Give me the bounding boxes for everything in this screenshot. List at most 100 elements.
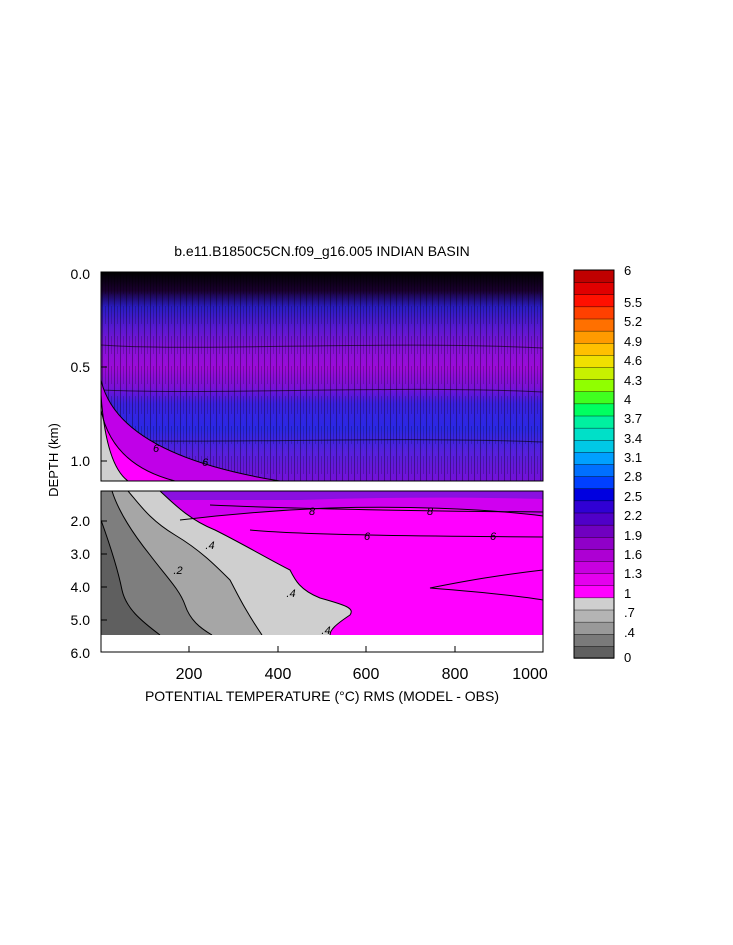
colorbar-swatch bbox=[573, 609, 615, 623]
colorbar-label: 4.6 bbox=[624, 353, 642, 368]
lower-shade-gray-dark bbox=[101, 491, 212, 635]
x-axis-label: POTENTIAL TEMPERATURE (°C) RMS (MODEL - … bbox=[145, 688, 499, 704]
x-tick-label: 800 bbox=[442, 666, 469, 683]
contour-label: .2 bbox=[173, 565, 182, 577]
colorbar-swatch bbox=[573, 427, 615, 441]
colorbar-label: 4 bbox=[624, 392, 631, 407]
colorbar-swatch bbox=[573, 512, 615, 526]
contour-label: 8 bbox=[427, 506, 434, 518]
contour-label: .4 bbox=[205, 540, 214, 552]
upper-fan-gray bbox=[101, 395, 128, 481]
upper-fan-contour bbox=[101, 394, 129, 481]
colorbar-swatch bbox=[573, 536, 615, 550]
colorbar-swatch bbox=[573, 500, 615, 514]
x-tick-label: 600 bbox=[353, 666, 380, 683]
contour-label: 6 bbox=[490, 531, 497, 543]
colorbar-label: 1.9 bbox=[624, 528, 642, 543]
colorbar-swatch bbox=[573, 378, 615, 392]
upper-panel-noise bbox=[101, 272, 543, 481]
colorbar-swatch bbox=[573, 597, 615, 611]
x-tick-label: 400 bbox=[265, 666, 292, 683]
lower-band-deep bbox=[101, 491, 543, 500]
upper-fan-magenta bbox=[101, 410, 175, 481]
colorbar-label: 6 bbox=[624, 263, 631, 278]
colorbar-swatch bbox=[573, 488, 615, 502]
colorbar-swatch bbox=[573, 451, 615, 465]
colorbar-swatch bbox=[573, 330, 615, 344]
colorbar-swatch bbox=[573, 318, 615, 332]
lower-contour bbox=[179, 506, 543, 521]
colorbar-label: 1.6 bbox=[624, 547, 642, 562]
y-axis: 0.0 0.5 1.0 2.0 3.0 4.0 5.0 6.0 bbox=[71, 266, 107, 661]
colorbar-swatch bbox=[573, 475, 615, 489]
colorbar-swatch bbox=[573, 391, 615, 405]
y-tick-label: 0.0 bbox=[71, 266, 91, 282]
contour-label: 6 bbox=[153, 443, 160, 455]
upper-fan-contour bbox=[101, 379, 281, 481]
lower-contour bbox=[159, 491, 352, 635]
upper-contour-band bbox=[101, 439, 543, 443]
lower-shade-gray-darkest bbox=[101, 520, 160, 635]
lower-contour bbox=[249, 529, 543, 538]
y-tick-label: 2.0 bbox=[71, 513, 91, 529]
y-tick-label: 3.0 bbox=[71, 546, 91, 562]
upper-fan-purple bbox=[101, 380, 280, 481]
colorbar-label: 5.2 bbox=[624, 314, 642, 329]
colorbar-swatch bbox=[573, 524, 615, 538]
colorbar-label: 1.3 bbox=[624, 566, 642, 581]
y-tick-label: 4.0 bbox=[71, 579, 91, 595]
colorbar-label: 3.1 bbox=[624, 450, 642, 465]
y-tick-label: 5.0 bbox=[71, 612, 91, 628]
colorbar-labels: 6 5.5 5.2 4.9 4.6 4.3 4 3.7 3.4 3.1 2.8 … bbox=[624, 263, 642, 665]
colorbar-swatch bbox=[573, 294, 615, 308]
colorbar-swatch bbox=[573, 621, 615, 635]
colorbar-swatch bbox=[573, 585, 615, 599]
contour-label: .4 bbox=[286, 588, 295, 600]
contour-label: 6 bbox=[202, 457, 209, 469]
upper-contour-band bbox=[101, 388, 543, 393]
colorbar-frame bbox=[573, 269, 615, 659]
colorbar-label: 1 bbox=[624, 586, 631, 601]
x-tick-label: 200 bbox=[176, 666, 203, 683]
colorbar-swatch bbox=[573, 572, 615, 586]
lower-contour bbox=[101, 519, 161, 635]
lower-contour bbox=[127, 491, 263, 635]
y-tick-label: 0.5 bbox=[71, 359, 91, 375]
chart-title: b.e11.B1850C5CN.f09_g16.005 INDIAN BASIN bbox=[174, 243, 469, 259]
colorbar-swatch bbox=[573, 269, 615, 283]
colorbar-swatch bbox=[573, 415, 615, 429]
x-axis: 200 400 600 800 1000 bbox=[176, 646, 548, 683]
y-tick-label: 1.0 bbox=[71, 453, 91, 469]
colorbar-swatch bbox=[573, 548, 615, 562]
upper-contour-band bbox=[101, 344, 543, 349]
contour-label: 8 bbox=[309, 506, 316, 518]
colorbar-swatch bbox=[573, 306, 615, 320]
y-tick-label: 6.0 bbox=[71, 645, 91, 661]
colorbar-swatch bbox=[573, 281, 615, 295]
colorbar-swatch bbox=[573, 354, 615, 368]
colorbar-label: .4 bbox=[624, 625, 635, 640]
colorbar-label: 3.7 bbox=[624, 411, 642, 426]
colorbar-label: 3.4 bbox=[624, 431, 642, 446]
colorbar-swatch bbox=[573, 366, 615, 380]
colorbar-swatch bbox=[573, 633, 615, 647]
lower-panel-frame bbox=[100, 490, 544, 653]
lower-contour bbox=[111, 491, 213, 635]
colorbar-label: 2.8 bbox=[624, 469, 642, 484]
colorbar-swatch bbox=[573, 439, 615, 453]
colorbar-swatch bbox=[573, 645, 615, 659]
colorbar-swatch bbox=[573, 403, 615, 417]
colorbar-label: 0 bbox=[624, 650, 631, 665]
y-axis-label: DEPTH (km) bbox=[46, 423, 61, 497]
lower-contour bbox=[429, 569, 543, 601]
contour-label: .4 bbox=[321, 625, 330, 637]
colorbar-label: 4.3 bbox=[624, 373, 642, 388]
colorbar-swatch bbox=[573, 342, 615, 356]
upper-panel-frame bbox=[100, 271, 544, 482]
colorbar-label: 2.5 bbox=[624, 489, 642, 504]
colorbar bbox=[573, 269, 615, 659]
colorbar-swatch bbox=[573, 560, 615, 574]
colorbar-label: 5.5 bbox=[624, 295, 642, 310]
colorbar-label: 4.9 bbox=[624, 334, 642, 349]
